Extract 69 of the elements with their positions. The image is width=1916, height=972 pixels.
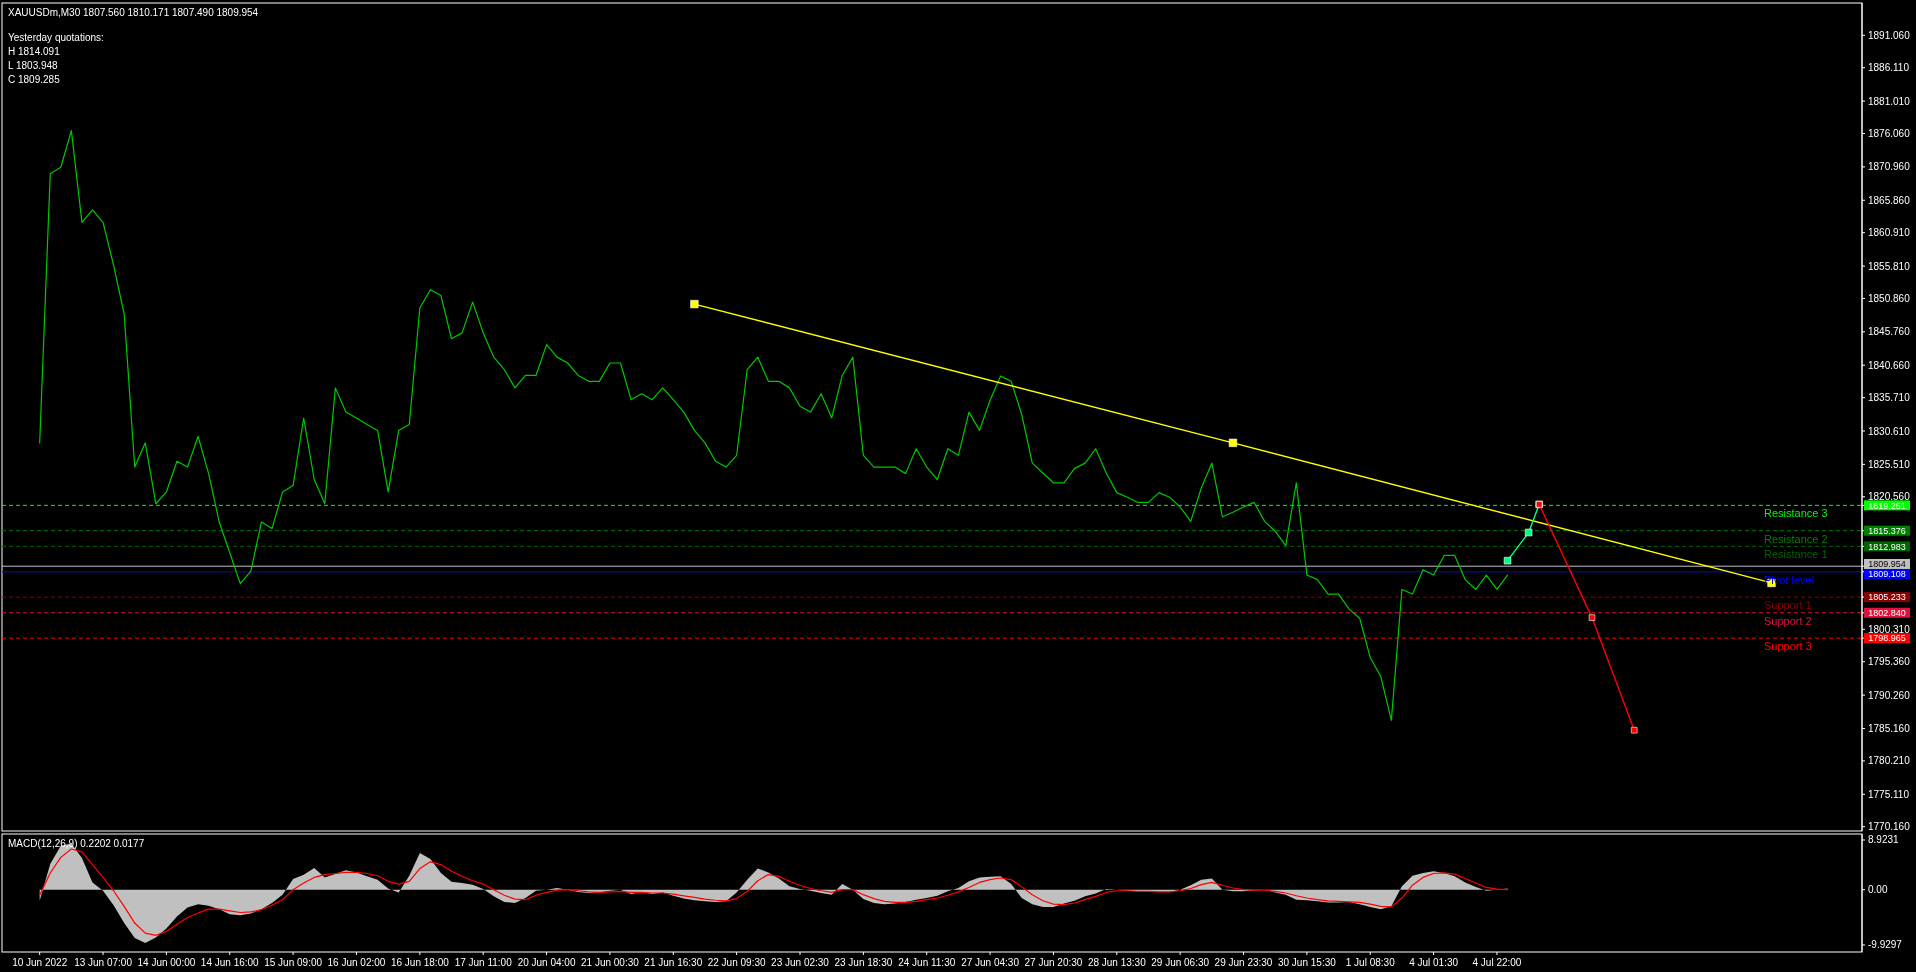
y-tick-label: 1825.510 bbox=[1868, 458, 1911, 470]
x-tick-label: 4 Jul 22:00 bbox=[1472, 957, 1522, 968]
x-tick-label: 14 Jun 00:00 bbox=[137, 957, 196, 968]
ref-line-label: Support 2 bbox=[1764, 614, 1812, 627]
x-tick-label: 10 Jun 2022 bbox=[12, 957, 68, 968]
x-tick-label: 23 Jun 02:30 bbox=[771, 957, 830, 968]
y-tick-label: 1860.910 bbox=[1868, 227, 1911, 239]
y-tick-label: 1809.954 bbox=[1868, 559, 1906, 570]
x-tick-label: 15 Jun 09:00 bbox=[264, 957, 323, 968]
x-tick-label: 21 Jun 00:30 bbox=[581, 957, 640, 968]
y-tick-label: 1802.840 bbox=[1868, 607, 1906, 618]
y-tick-label: 1865.860 bbox=[1868, 194, 1911, 206]
x-tick-label: 29 Jun 06:30 bbox=[1151, 957, 1210, 968]
y-tick-label: 1770.160 bbox=[1868, 821, 1911, 833]
y-tick-label: 1805.233 bbox=[1868, 592, 1906, 603]
annotation: C 1809.285 bbox=[8, 74, 61, 85]
ref-line-label: Support 1 bbox=[1764, 599, 1812, 612]
x-tick-label: 14 Jun 16:00 bbox=[200, 957, 260, 968]
ref-line-label: Pivot level bbox=[1764, 573, 1815, 586]
x-tick-label: 22 Jun 09:30 bbox=[707, 957, 766, 968]
x-tick-label: 4 Jul 01:30 bbox=[1409, 957, 1459, 968]
y-tick-label: 1809.108 bbox=[1868, 569, 1906, 580]
chart-title: XAUUSDm,M30 1807.560 1810.171 1807.490 1809.954 bbox=[8, 7, 259, 18]
x-tick-label: 17 Jun 11:00 bbox=[454, 957, 513, 968]
y-tick-label: 1891.060 bbox=[1868, 29, 1911, 41]
y-tick-label: 1830.610 bbox=[1868, 425, 1911, 437]
y-tick-label: 1785.160 bbox=[1868, 723, 1911, 734]
x-tick-label: 1 Jul 08:30 bbox=[1345, 957, 1396, 968]
x-tick-label: 16 Jun 02:00 bbox=[327, 957, 386, 968]
y-tick-label: 1800.310 bbox=[1868, 623, 1911, 635]
y-tick-label: 1819.251 bbox=[1868, 500, 1906, 511]
x-tick-label: 28 Jun 13:30 bbox=[1087, 957, 1147, 968]
y-tick-label: 0.00 bbox=[1868, 884, 1888, 896]
y-tick-label: 1850.860 bbox=[1868, 292, 1911, 304]
y-tick-label: 1798.965 bbox=[1868, 633, 1906, 644]
y-tick-label: 1845.760 bbox=[1868, 326, 1911, 338]
y-tick-label: 1886.110 bbox=[1868, 62, 1910, 74]
y-tick-label: 1790.260 bbox=[1868, 689, 1911, 701]
y-tick-label: 1876.060 bbox=[1868, 128, 1911, 140]
y-tick-label: 1835.710 bbox=[1868, 392, 1911, 404]
ref-line-label: Resistance 3 bbox=[1764, 507, 1828, 520]
y-tick-label: 1870.960 bbox=[1868, 161, 1911, 173]
ref-line-label: Support 3 bbox=[1764, 640, 1812, 653]
annotation: Yesterday quotations: bbox=[8, 32, 104, 43]
y-tick-label: 1812.983 bbox=[1868, 541, 1906, 552]
x-tick-label: 21 Jun 16:30 bbox=[644, 957, 703, 968]
x-tick-label: 20 Jun 04:00 bbox=[517, 957, 576, 968]
x-tick-label: 24 Jun 11:30 bbox=[898, 957, 956, 968]
y-tick-label: 1855.810 bbox=[1868, 260, 1911, 272]
y-tick-label: 1795.360 bbox=[1868, 656, 1911, 668]
ref-line-label: Resistance 1 bbox=[1764, 548, 1828, 561]
y-tick-label: 8.9231 bbox=[1868, 834, 1900, 846]
ref-line-label: Resistance 2 bbox=[1764, 532, 1828, 545]
x-tick-label: 27 Jun 20:30 bbox=[1024, 957, 1083, 968]
annotation: H 1814.091 bbox=[8, 46, 61, 57]
y-tick-label: 1780.210 bbox=[1868, 755, 1911, 767]
x-tick-label: 27 Jun 04:30 bbox=[961, 957, 1020, 968]
x-tick-label: 16 Jun 18:00 bbox=[390, 957, 450, 968]
x-tick-label: 23 Jun 18:30 bbox=[834, 957, 893, 968]
x-tick-label: 30 Jun 15:30 bbox=[1277, 957, 1337, 968]
y-tick-label: 1775.110 bbox=[1868, 788, 1910, 800]
y-tick-label: 1881.010 bbox=[1868, 95, 1911, 107]
y-tick-label: 1815.376 bbox=[1868, 525, 1906, 536]
x-tick-label: 13 Jun 07:00 bbox=[74, 957, 133, 968]
y-tick-label: 1840.660 bbox=[1868, 359, 1911, 371]
x-tick-label: 29 Jun 23:30 bbox=[1214, 957, 1273, 968]
y-tick-label: 1820.560 bbox=[1868, 491, 1911, 503]
y-tick-label: -9.9297 bbox=[1868, 939, 1903, 951]
annotation: L 1803.948 bbox=[8, 60, 59, 71]
